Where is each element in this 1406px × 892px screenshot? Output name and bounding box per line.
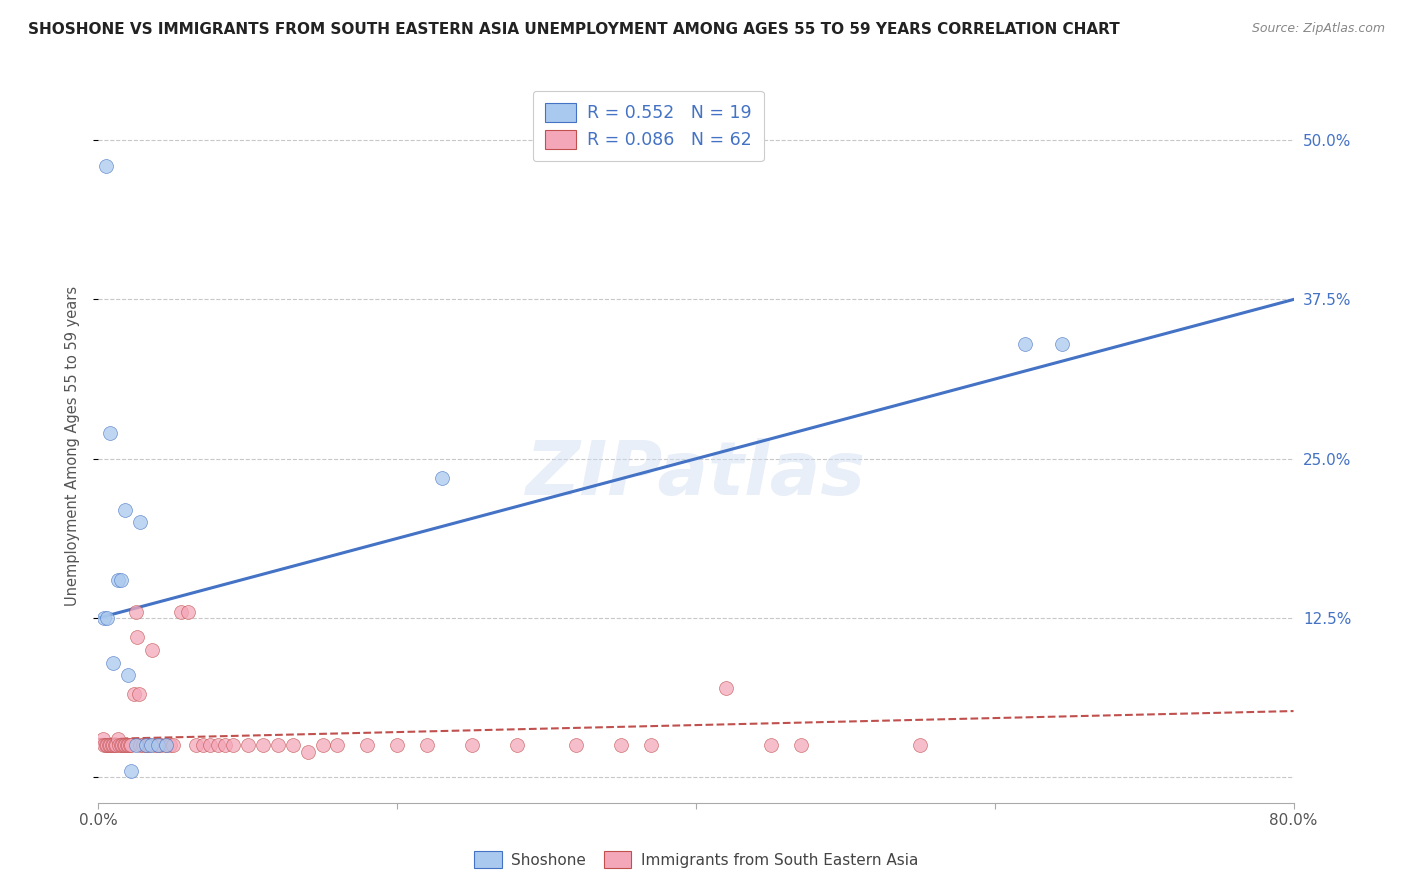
Point <box>120 764 142 778</box>
Point <box>177 605 200 619</box>
Point <box>461 739 484 753</box>
Point <box>139 739 162 753</box>
Point <box>252 739 274 753</box>
Y-axis label: Unemployment Among Ages 55 to 59 years: Unemployment Among Ages 55 to 59 years <box>65 286 80 606</box>
Point <box>125 605 148 619</box>
Point <box>155 739 177 753</box>
Legend: Shoshone, Immigrants from South Eastern Asia: Shoshone, Immigrants from South Eastern … <box>465 842 927 877</box>
Point <box>108 739 131 753</box>
Point <box>107 573 129 587</box>
Point <box>207 739 229 753</box>
Point <box>112 739 135 753</box>
Point <box>297 745 319 759</box>
Point <box>150 739 173 753</box>
Point <box>714 681 737 695</box>
Point <box>311 739 333 753</box>
Point <box>159 739 181 753</box>
Point <box>96 739 118 753</box>
Point <box>143 739 166 753</box>
Point <box>214 739 236 753</box>
Point <box>759 739 782 753</box>
Point <box>1014 337 1036 351</box>
Point <box>326 739 349 753</box>
Point <box>640 739 662 753</box>
Point <box>129 516 152 530</box>
Point <box>236 739 259 753</box>
Point <box>356 739 378 753</box>
Point <box>104 739 127 753</box>
Point <box>110 573 132 587</box>
Point <box>135 739 157 753</box>
Point <box>127 630 149 644</box>
Point <box>191 739 214 753</box>
Point <box>96 611 118 625</box>
Point <box>128 688 150 702</box>
Point <box>200 739 222 753</box>
Point <box>169 605 191 619</box>
Point <box>110 739 132 753</box>
Point <box>103 656 125 670</box>
Point <box>100 426 122 441</box>
Point <box>506 739 529 753</box>
Point <box>148 739 170 753</box>
Point <box>111 739 134 753</box>
Point <box>222 739 245 753</box>
Point <box>162 739 184 753</box>
Point <box>430 471 453 485</box>
Point <box>100 739 122 753</box>
Point <box>97 739 120 753</box>
Point <box>103 739 125 753</box>
Point <box>94 739 117 753</box>
Point <box>91 732 114 747</box>
Point <box>117 739 139 753</box>
Point <box>155 739 177 753</box>
Point <box>135 739 157 753</box>
Point <box>129 739 152 753</box>
Point <box>1050 337 1073 351</box>
Point <box>124 688 146 702</box>
Point <box>267 739 290 753</box>
Point <box>565 739 588 753</box>
Point <box>184 739 207 753</box>
Point <box>115 739 138 753</box>
Text: ZIPatlas: ZIPatlas <box>526 438 866 511</box>
Point <box>141 643 163 657</box>
Point <box>385 739 409 753</box>
Point <box>281 739 304 753</box>
Point <box>105 739 128 753</box>
Point <box>114 502 136 516</box>
Point <box>93 739 115 753</box>
Text: Source: ZipAtlas.com: Source: ZipAtlas.com <box>1251 22 1385 36</box>
Point <box>789 739 811 753</box>
Point <box>101 739 124 753</box>
Point <box>416 739 439 753</box>
Point <box>148 739 170 753</box>
Text: SHOSHONE VS IMMIGRANTS FROM SOUTH EASTERN ASIA UNEMPLOYMENT AMONG AGES 55 TO 59 : SHOSHONE VS IMMIGRANTS FROM SOUTH EASTER… <box>28 22 1119 37</box>
Point <box>138 739 160 753</box>
Point <box>120 739 142 753</box>
Point <box>93 611 115 625</box>
Point <box>125 739 148 753</box>
Point <box>107 732 129 747</box>
Point <box>118 739 141 753</box>
Point <box>610 739 633 753</box>
Point <box>94 159 117 173</box>
Point <box>117 668 139 682</box>
Point <box>132 739 155 753</box>
Point <box>114 739 136 753</box>
Point <box>908 739 931 753</box>
